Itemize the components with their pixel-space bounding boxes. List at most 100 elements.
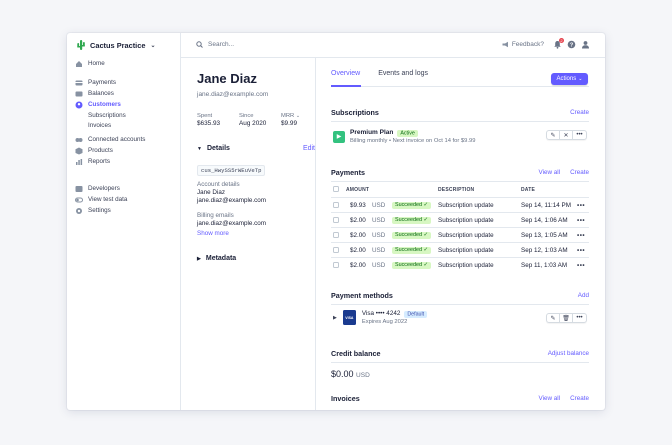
tab-overview[interactable]: Overview	[331, 70, 361, 77]
top-bar: Search... Feedback? 2 ?	[181, 33, 605, 58]
notification-badge: 2	[559, 38, 564, 43]
stat-spent: Spent $635.93	[197, 113, 239, 127]
select-all-checkbox[interactable]	[333, 186, 339, 192]
payment-description: Subscription update	[438, 247, 494, 254]
plan-name: Premium Plan	[350, 129, 394, 136]
status-label: Succeeded	[395, 202, 422, 208]
payment-description: Subscription update	[438, 202, 494, 209]
sidebar-item-label: View test data	[88, 196, 128, 203]
payment-currency: USD	[372, 202, 386, 209]
more-icon[interactable]: •••	[577, 232, 586, 239]
payment-method-item[interactable]: ▶ VISA Visa •••• 4242 Default Expires Aug…	[333, 310, 587, 325]
customer-email: jane.diaz@example.com	[197, 91, 269, 98]
balance-icon	[75, 91, 83, 96]
sidebar-item-customers[interactable]: Customers	[75, 100, 121, 109]
checkmark-icon: ✓	[423, 247, 429, 253]
more-icon[interactable]: •••	[577, 247, 586, 254]
billing-emails-label: Billing emails	[197, 212, 234, 219]
tab-bar: Overview Events and logs	[331, 70, 428, 77]
table-row[interactable]: $2.00 USD Succeeded ✓ Subscription update Se…	[331, 227, 589, 242]
sidebar-item-label: Balances	[88, 90, 114, 97]
sidebar-item-invoices[interactable]: Invoices	[88, 122, 112, 129]
row-checkbox[interactable]	[333, 202, 339, 208]
more-icon[interactable]: •••	[577, 217, 586, 224]
sidebar-item-connected-accounts[interactable]: Connected accounts	[75, 135, 145, 144]
account-name: Cactus Practice	[90, 40, 146, 50]
create-payment-link[interactable]: Create	[570, 169, 589, 176]
close-icon[interactable]: ✕	[560, 131, 573, 139]
status-label: Succeeded	[395, 232, 422, 238]
adjust-balance-link[interactable]: Adjust balance	[547, 350, 589, 357]
feedback-button[interactable]: Feedback?	[502, 41, 544, 48]
sidebar-item-settings[interactable]: Settings	[75, 206, 111, 215]
payments-header: Payments View all Create	[331, 168, 589, 177]
sidebar-item-home[interactable]: Home	[75, 59, 105, 68]
credit-balance-title: Credit balance	[331, 349, 381, 358]
metadata-toggle[interactable]: ▶ Metadata	[197, 255, 236, 262]
edit-details-link[interactable]: Edit	[302, 145, 315, 152]
edit-icon[interactable]: ✎	[547, 131, 560, 139]
user-profile-icon[interactable]	[581, 40, 590, 49]
search-input[interactable]: Search...	[196, 41, 234, 48]
subscription-item[interactable]: ▶ Premium Plan Active Billing monthly • N…	[333, 129, 587, 144]
table-row[interactable]: $2.00 USD Succeeded ✓ Subscription update Se…	[331, 212, 589, 227]
sidebar-item-balances[interactable]: Balances	[75, 89, 114, 98]
sidebar-item-label: Settings	[88, 207, 111, 214]
account-name-value: Jane Diaz	[197, 189, 226, 196]
sidebar-item-developers[interactable]: Developers	[75, 184, 120, 193]
details-toggle[interactable]: ▼ Details	[197, 145, 230, 152]
payment-date: Sep 14, 1:06 AM	[521, 217, 568, 224]
more-icon[interactable]: •••	[576, 132, 583, 138]
section-divider	[331, 304, 589, 305]
status-badge: Succeeded ✓	[392, 246, 432, 254]
tab-events-and-logs[interactable]: Events and logs	[378, 70, 428, 77]
add-payment-method-link[interactable]: Add	[577, 292, 589, 299]
table-row[interactable]: $2.00 USD Succeeded ✓ Subscription update Se…	[331, 257, 589, 272]
home-icon	[76, 60, 82, 67]
edit-icon[interactable]: ✎	[547, 314, 560, 322]
billing-email-value: jane.diaz@example.com	[197, 220, 267, 227]
row-checkbox[interactable]	[333, 232, 339, 238]
help-icon[interactable]: ?	[567, 40, 576, 49]
payments-table-header: AMOUNT DESCRIPTION DATE	[331, 185, 589, 195]
terminal-icon	[75, 185, 83, 192]
caret-right-icon[interactable]: ▶	[333, 314, 337, 321]
customer-stats: Spent $635.93 Since Aug 2020 MRR ⌄ $9.99	[197, 113, 323, 127]
stat-label-row: MRR ⌄	[281, 113, 323, 119]
table-row[interactable]: $2.00 USD Succeeded ✓ Subscription update Se…	[331, 242, 589, 257]
create-subscription-link[interactable]: Create	[570, 109, 589, 116]
chevron-down-icon: ⌄	[295, 113, 301, 119]
status-badge: Succeeded ✓	[392, 231, 432, 239]
sidebar-item-view-test-data[interactable]: View test data	[75, 195, 127, 204]
section-divider	[331, 121, 589, 122]
create-invoice-link[interactable]: Create	[570, 395, 589, 402]
trash-icon[interactable]: 🗑	[560, 314, 573, 322]
card-row: Visa •••• 4242 Default	[362, 310, 428, 318]
stat-value: Aug 2020	[239, 120, 267, 127]
more-icon[interactable]: •••	[577, 262, 586, 269]
sidebar-item-label: Connected accounts	[88, 136, 146, 143]
sidebar-item-products[interactable]: Products	[75, 146, 113, 155]
credit-balance-value: $0.00 USD	[331, 369, 370, 379]
sidebar-item-reports[interactable]: Reports	[75, 157, 110, 166]
customer-id[interactable]: cus_HwySS5rWEuVeTp	[197, 165, 266, 176]
view-all-payments-link[interactable]: View all	[538, 169, 561, 176]
account-switcher[interactable]: Cactus Practice ⌄	[77, 40, 156, 50]
more-icon[interactable]: •••	[576, 315, 583, 321]
sidebar-item-subscriptions[interactable]: Subscriptions	[88, 112, 126, 119]
more-icon[interactable]: •••	[577, 202, 586, 209]
column-divider	[315, 58, 316, 410]
subscriptions-header: Subscriptions Create	[331, 108, 589, 117]
table-row[interactable]: $9.93 USD Succeeded ✓ Subscription update Se…	[331, 197, 589, 212]
details-header: ▼ Details Edit	[197, 145, 315, 152]
stat-mrr[interactable]: MRR ⌄ $9.99	[281, 113, 323, 127]
row-checkbox[interactable]	[333, 217, 339, 223]
view-all-invoices-link[interactable]: View all	[538, 395, 561, 402]
gear-icon	[76, 207, 82, 214]
actions-button[interactable]: Actions ⌄	[551, 73, 588, 85]
row-checkbox[interactable]	[333, 262, 339, 268]
chevron-down-icon: ⌄	[578, 76, 583, 82]
show-more-link[interactable]: Show more	[197, 230, 229, 237]
row-checkbox[interactable]	[333, 247, 339, 253]
sidebar-item-payments[interactable]: Payments	[75, 78, 116, 87]
